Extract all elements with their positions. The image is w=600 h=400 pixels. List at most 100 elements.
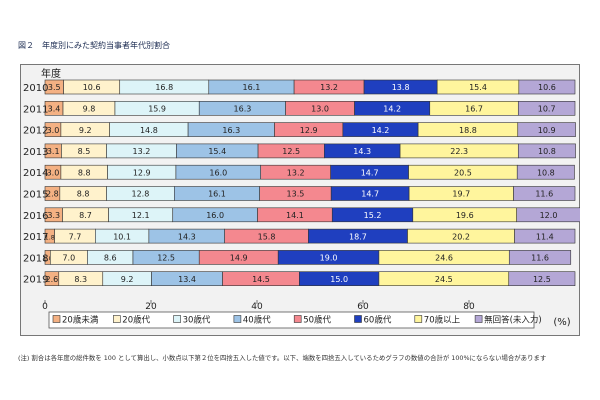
bar-data-label: 13.2 xyxy=(320,83,338,92)
y-tick-label: 2011 xyxy=(23,104,48,115)
bar-data-label: 16.1 xyxy=(243,83,261,92)
legend-label: 70歳以上 xyxy=(424,315,461,326)
bar-data-label: 19.6 xyxy=(456,211,474,220)
bar-data-label: 14.5 xyxy=(252,275,270,284)
bar-data-label: 3.0 xyxy=(47,126,60,135)
legend-label: 30歳代 xyxy=(183,315,211,326)
bar-data-label: 14.3 xyxy=(178,232,196,241)
legend: 20歳未満 20歳代 30歳代 40歳代 50歳代 60歳代 70歳以上 無回答(未入力) xyxy=(48,311,542,329)
bar-data-label: 3.5 xyxy=(48,83,61,92)
bar-data-label: 13.0 xyxy=(311,105,329,114)
y-tick-label: 2015 xyxy=(23,190,48,201)
bar-data-label: 20.5 xyxy=(454,168,472,177)
legend-swatch xyxy=(52,315,61,323)
bar-data-label: 10.8 xyxy=(538,147,556,156)
y-tick-label: 2019 xyxy=(23,275,48,286)
bar-data-label: 13.2 xyxy=(287,168,305,177)
bar-data-label: 8.8 xyxy=(78,168,91,177)
bar-data-label: 1.0 xyxy=(42,255,52,263)
bar-data-label: 12.5 xyxy=(282,147,300,156)
legend-label: 40歳代 xyxy=(243,315,271,326)
bar-data-label: 3.0 xyxy=(47,168,60,177)
bar-data-label: 2.8 xyxy=(46,190,59,199)
bar-data-label: 9.2 xyxy=(121,275,134,284)
chart-title: 図２ 年度別にみた契約当事者年代別割合 xyxy=(18,41,170,50)
bar-data-label: 16.7 xyxy=(465,105,483,114)
bar-data-label: 14.2 xyxy=(383,105,401,114)
bar-segment xyxy=(516,207,580,223)
bar-segment xyxy=(508,250,572,265)
bar-data-label: 13.2 xyxy=(133,147,151,156)
bar-segment xyxy=(517,122,576,137)
bar-data-label: 15.8 xyxy=(258,232,276,241)
bar-segment xyxy=(516,164,575,180)
legend-swatch xyxy=(233,315,242,323)
bar-data-label: 8.6 xyxy=(104,254,117,263)
bar-data-label: 16.8 xyxy=(155,83,173,92)
bar-segment xyxy=(513,186,576,201)
bar-data-label: 10.1 xyxy=(113,232,131,241)
y-tick-label: 2016 xyxy=(23,211,48,222)
bar-data-label: 13.8 xyxy=(392,83,410,92)
bar-data-label: 13.4 xyxy=(178,275,196,284)
bar-data-label: 19.0 xyxy=(320,254,338,263)
legend-swatch xyxy=(113,315,121,323)
bar-data-label: 7.7 xyxy=(69,232,82,241)
bar-data-label: 16.0 xyxy=(209,168,227,177)
bar-data-label: 16.3 xyxy=(222,126,240,135)
bar-data-label: 14.3 xyxy=(353,147,371,156)
legend-label: 無回答(未入力) xyxy=(484,315,542,326)
bar-data-label: 9.8 xyxy=(83,105,96,114)
bar-data-label: 16.0 xyxy=(206,211,224,220)
bar-data-label: 13.5 xyxy=(287,190,305,199)
bar-data-label: 3.3 xyxy=(47,211,60,220)
bar-data-label: 18.7 xyxy=(349,232,367,241)
bar-data-label: 24.5 xyxy=(435,275,453,284)
y-tick-label: 2017 xyxy=(23,232,48,243)
bar-data-label: 14.7 xyxy=(361,168,379,177)
bar-data-label: 3.1 xyxy=(47,147,60,156)
bar-data-label: 14.1 xyxy=(286,211,304,220)
bar-segment xyxy=(517,143,576,159)
bar-data-label: 14.9 xyxy=(230,254,248,263)
bar-data-label: 12.9 xyxy=(133,168,151,177)
bar-data-label: 12.5 xyxy=(533,275,551,284)
legend-label: 60歳代 xyxy=(364,315,392,326)
bar-data-label: 8.7 xyxy=(79,211,92,220)
x-tick-label: 0 xyxy=(42,302,48,312)
x-tick-label: 60 xyxy=(357,302,369,312)
bar-data-label: 7.0 xyxy=(62,254,75,263)
bar-data-label: 10.6 xyxy=(83,83,101,92)
bar-data-label: 10.8 xyxy=(537,168,555,177)
bar-segment xyxy=(508,271,576,286)
bar-data-label: 15.4 xyxy=(208,147,226,156)
y-axis-label: 年度 xyxy=(41,67,61,80)
bar-data-label: 20.2 xyxy=(452,232,470,241)
stacked-bar-chart: 年度 3.5 10.6 16.8 16.1 13.2 13.8 15.4 10.6 3.4 9.8… xyxy=(23,67,580,329)
bar-segment xyxy=(518,79,576,95)
bar-data-label: 2.6 xyxy=(46,275,59,284)
bar-data-label: 8.3 xyxy=(74,275,87,284)
legend-label: 20歳未満 xyxy=(62,315,99,326)
bar-data-label: 15.2 xyxy=(364,211,382,220)
bar-data-label: 11.6 xyxy=(531,254,549,263)
y-tick-label: 2014 xyxy=(23,168,48,179)
bar-data-label: 8.5 xyxy=(78,147,91,156)
legend-label: 50歳代 xyxy=(303,315,331,326)
bar-data-label: 9.2 xyxy=(79,126,92,135)
bar-data-label: 14.7 xyxy=(361,190,379,199)
bar-data-label: 12.0 xyxy=(540,211,558,220)
x-tick-label: 80 xyxy=(463,302,475,312)
bar-data-label: 12.5 xyxy=(157,254,175,263)
legend-swatch xyxy=(173,315,181,323)
bar-data-label: 10.6 xyxy=(538,83,556,92)
bar-data-label: 1.8 xyxy=(45,233,55,241)
bar-data-label: 12.1 xyxy=(132,211,150,220)
bar-data-label: 24.6 xyxy=(435,254,453,263)
bar-data-label: 14.8 xyxy=(140,126,158,135)
bar-data-label: 3.4 xyxy=(48,105,61,114)
x-tick-label: 20 xyxy=(145,302,157,312)
bar-data-label: 11.4 xyxy=(536,232,554,241)
y-tick-label: 2010 xyxy=(23,83,48,94)
bar-data-label: 12.9 xyxy=(300,126,318,135)
